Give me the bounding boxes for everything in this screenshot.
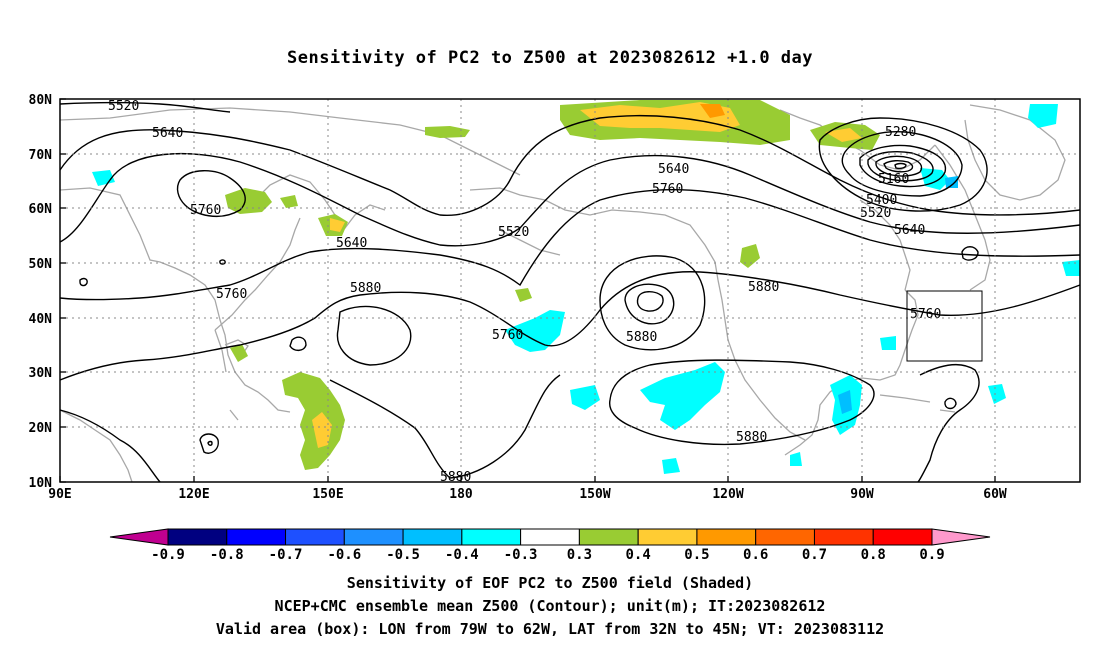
colorbar-cell — [343, 528, 404, 546]
colorbar-cell — [167, 528, 228, 546]
colorbar-high-extend — [931, 528, 991, 546]
valid-area-box — [906, 290, 983, 362]
latitude-labels: 80N 70N 60N 50N 40N 30N 20N 10N — [29, 93, 53, 491]
colorbar-label: 0.4 — [626, 547, 651, 563]
lon-label: 150W — [579, 487, 610, 502]
lon-label: 120E — [178, 487, 209, 502]
axis-ticks — [59, 98, 996, 483]
colorbar-cell — [578, 528, 639, 546]
colorbar-cell — [461, 528, 522, 546]
colorbar-cell — [285, 528, 345, 546]
contour-label: 5640 — [152, 126, 183, 141]
colorbar-label: -0.9 — [151, 547, 185, 563]
contour-label: 5880 — [350, 281, 381, 296]
colorbar-cell — [226, 528, 287, 546]
colorbar-label: 0.3 — [567, 547, 592, 563]
lat-label: 50N — [29, 257, 53, 272]
contour-label: 5640 — [336, 236, 367, 251]
contour-label: 5760 — [492, 328, 523, 343]
lat-label: 80N — [29, 93, 53, 108]
colorbar-label: -0.5 — [386, 547, 420, 563]
colorbar-label: -0.8 — [210, 547, 244, 563]
colorbar-cell — [872, 528, 933, 546]
contour-labels: 5520 5640 5760 5640 5520 5880 5760 5640 … — [108, 99, 941, 485]
colorbar-cell — [402, 528, 463, 546]
lon-label: 60W — [983, 487, 1007, 502]
lon-label: 180 — [449, 487, 473, 502]
colorbar-label: -0.3 — [504, 547, 538, 563]
colorbar-label: 0.5 — [684, 547, 709, 563]
colorbar-cell — [813, 528, 874, 546]
contour-label: 5760 — [652, 182, 683, 197]
contour-label: 5640 — [894, 223, 925, 238]
lat-label: 40N — [29, 312, 53, 327]
colorbar-cell — [637, 528, 698, 546]
contour-label: 5160 — [878, 172, 909, 187]
map-title: Sensitivity of PC2 to Z500 at 2023082612… — [286, 48, 813, 68]
lat-label: 10N — [29, 476, 53, 491]
colorbar-label: 0.8 — [861, 547, 886, 563]
contour-label: 5520 — [498, 225, 529, 240]
colorbar-label: 0.9 — [919, 547, 944, 563]
colorbar-label: -0.4 — [445, 547, 479, 563]
lat-label: 60N — [29, 202, 53, 217]
graticule — [60, 99, 1080, 482]
contour-label: 5880 — [626, 330, 657, 345]
contour-label: 5520 — [860, 206, 891, 221]
z500-contours — [59, 101, 1081, 483]
contour-label: 5280 — [885, 125, 916, 140]
contour-label: 5760 — [190, 203, 221, 218]
lon-label: 120W — [712, 487, 743, 502]
contour-label: 5880 — [736, 430, 767, 445]
colorbar: -0.9 -0.8 -0.7 -0.6 -0.5 -0.4 -0.3 0.3 0.4 0.5 0.6… — [109, 528, 991, 563]
colorbar-label: 0.6 — [743, 547, 768, 563]
contour-label: 5520 — [108, 99, 139, 114]
lat-label: 30N — [29, 366, 53, 381]
caption-line-3: Valid area (box): LON from 79W to 62W, L… — [215, 620, 885, 638]
colorbar-label: -0.6 — [327, 547, 361, 563]
caption-line-2: NCEP+CMC ensemble mean Z500 (Contour); u… — [274, 597, 826, 615]
contour-label: 5760 — [216, 287, 247, 302]
caption-line-1: Sensitivity of EOF PC2 to Z500 field (Sh… — [346, 574, 754, 592]
lat-label: 70N — [29, 148, 53, 163]
lat-label: 20N — [29, 421, 53, 436]
contour-label: 5880 — [748, 280, 779, 295]
colorbar-cell — [696, 528, 757, 546]
colorbar-cell — [755, 528, 815, 546]
colorbar-cell — [520, 528, 580, 546]
contour-label: 5640 — [658, 162, 689, 177]
map-frame — [59, 98, 1081, 483]
contour-label: 5760 — [910, 307, 941, 322]
colorbar-low-extend — [109, 528, 169, 546]
lon-label: 90W — [850, 487, 874, 502]
contour-label: 5400 — [866, 193, 897, 208]
colorbar-label: -0.7 — [269, 547, 303, 563]
lon-label: 150E — [312, 487, 343, 502]
colorbar-label: 0.7 — [802, 547, 827, 563]
longitude-labels: 90E 120E 150E 180 150W 120W 90W 60W — [48, 487, 1007, 502]
lon-label: 90E — [48, 487, 71, 502]
